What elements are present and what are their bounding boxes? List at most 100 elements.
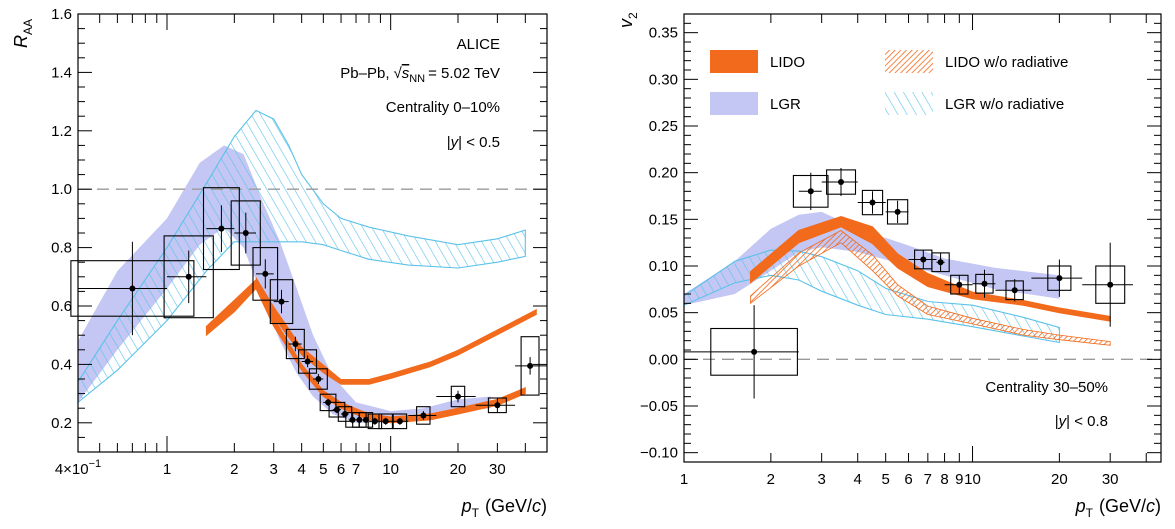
v2-data-point	[1031, 259, 1083, 297]
raa-rapidity-label: |y| < 0.5	[447, 134, 500, 151]
raa-marker	[342, 411, 348, 417]
v2-x-axis-label: pT (GeV/c)	[1075, 496, 1161, 520]
v2-x-ticks: 1 2 3 4 5 6 7 8 9 10 20 30	[680, 14, 1147, 488]
raa-data-point	[252, 247, 279, 301]
raa-syst-box	[337, 406, 353, 422]
raa-marker	[494, 402, 501, 409]
v2-marker	[751, 348, 758, 355]
v2-marker	[807, 188, 814, 195]
raa-data-point	[308, 368, 328, 390]
v2-x-tick-label: 10	[964, 471, 981, 488]
raa-data-point	[337, 406, 353, 422]
v2-y-tick-label: 0.30	[649, 71, 678, 88]
v2-x-tick-label: 9	[955, 471, 963, 488]
v2-x-tick-label: 8	[940, 471, 948, 488]
v2-marker	[838, 179, 844, 185]
raa-marker	[420, 412, 427, 419]
v2-marker	[1056, 275, 1063, 282]
legend-lido-norad-label: LIDO w/o radiative	[945, 54, 1068, 71]
legend-lgr-norad-swatch	[885, 92, 933, 115]
raa-experiment-label: ALICE	[457, 36, 500, 53]
raa-marker	[382, 418, 389, 425]
v2-marker	[1107, 281, 1114, 288]
raa-data-point	[269, 279, 294, 325]
v2-x-tick-label: 5	[882, 471, 890, 488]
raa-marker	[242, 230, 249, 236]
raa-syst-box	[285, 328, 305, 360]
raa-y-tick-label: 1.0	[51, 181, 72, 198]
v2-data-point	[1082, 242, 1133, 327]
raa-marker	[315, 376, 322, 382]
raa-marker	[455, 393, 461, 400]
raa-marker	[333, 406, 340, 413]
raa-y-tick-label: 0.8	[51, 240, 72, 257]
raa-y-tick-label: 1.2	[51, 123, 72, 140]
raa-panel: 4×10−1 1 2 3 4 5 6 7 10 20 30 0.2 0.4 0.6 0.8 1.0 1.2 1.…	[11, 6, 548, 520]
raa-marker	[218, 225, 225, 232]
legend-lgr-swatch	[710, 92, 758, 115]
v2-lido-norad-band	[750, 230, 1111, 346]
v2-x-tick-label: 6	[904, 471, 912, 488]
raa-marker	[371, 418, 378, 425]
v2-x-tick-label: 1	[680, 471, 688, 488]
v2-x-tick-label: 30	[1102, 471, 1119, 488]
v2-data-point	[885, 199, 909, 225]
legend-lgr-label: LGR	[770, 96, 801, 113]
raa-x-axis-label: pT (GeV/c)	[461, 496, 547, 520]
v2-data-point	[931, 252, 950, 273]
v2-data-points	[684, 168, 1133, 399]
v2-data-point	[944, 274, 973, 295]
legend-lgr-norad-label: LGR w/o radiative	[945, 96, 1064, 113]
raa-x-ticks: 4×10−1 1 2 3 4 5 6 7 10 20 30	[55, 14, 548, 478]
v2-data-point	[821, 168, 858, 196]
v2-marker	[1011, 287, 1018, 294]
raa-marker	[396, 418, 403, 425]
raa-y-tick-label: 1.4	[51, 64, 72, 81]
v2-y-ticks: −0.10 −0.05 0.00 0.05 0.10 0.15 0.20 0.25 0.30 0.…	[640, 13, 1161, 463]
raa-y-tick-label: 0.2	[51, 415, 72, 432]
raa-y-tick-label: 0.4	[51, 356, 72, 373]
v2-y-tick-label: 0.15	[649, 211, 678, 228]
v2-legend: LIDO LIDO w/o radiative LGR LGR w/o radi…	[710, 50, 1068, 115]
raa-syst-box	[328, 401, 346, 418]
raa-marker	[129, 285, 136, 292]
v2-rapidity-label: |y| < 0.8	[1055, 413, 1108, 430]
v2-panel: 1 2 3 4 5 6 7 8 9 10 20 30 −0.10 −0.05 0.00 0.05 0.10 0.…	[616, 12, 1162, 520]
raa-data-point	[163, 235, 214, 319]
raa-lgr-norad-band	[77, 109, 526, 404]
v2-data-point	[972, 269, 996, 298]
raa-syst-box	[163, 235, 214, 319]
raa-syst-box	[230, 200, 261, 266]
raa-marker	[292, 341, 299, 347]
raa-marker	[262, 270, 269, 277]
v2-y-tick-label: 0.35	[649, 25, 678, 42]
v2-data-point	[684, 305, 799, 399]
v2-data-point	[857, 189, 886, 216]
v2-lgr-band	[684, 211, 1060, 306]
v2-marker	[981, 280, 988, 287]
raa-x-tick-label: 4×10−1	[55, 458, 101, 478]
raa-x-tick-label: 7	[352, 461, 360, 478]
v2-y-tick-label: 0.20	[649, 165, 678, 182]
raa-y-ticks: 0.2 0.4 0.6 0.8 1.0 1.2 1.4 1.6	[51, 6, 547, 453]
v2-y-tick-label: −0.05	[640, 398, 678, 415]
raa-x-tick-label: 5	[319, 461, 327, 478]
legend-lido-norad-swatch	[885, 50, 933, 73]
v2-x-tick-label: 7	[924, 471, 932, 488]
raa-syst-box	[298, 349, 318, 374]
v2-x-tick-label: 4	[854, 471, 862, 488]
raa-syst-box	[252, 247, 279, 301]
raa-data-point	[475, 397, 516, 414]
v2-x-tick-label: 20	[1051, 471, 1068, 488]
v2-y-axis-label: v2	[616, 12, 640, 28]
raa-x-tick-label: 3	[270, 461, 278, 478]
v2-data-point	[995, 279, 1032, 302]
raa-x-tick-label: 1	[163, 461, 171, 478]
raa-lgr-band	[78, 145, 491, 423]
raa-data-point	[202, 187, 240, 271]
v2-marker	[869, 199, 876, 206]
raa-x-tick-label: 30	[489, 461, 506, 478]
raa-x-tick-label: 10	[382, 461, 399, 478]
legend-lido-swatch	[710, 50, 758, 73]
v2-x-tick-label: 3	[817, 471, 825, 488]
